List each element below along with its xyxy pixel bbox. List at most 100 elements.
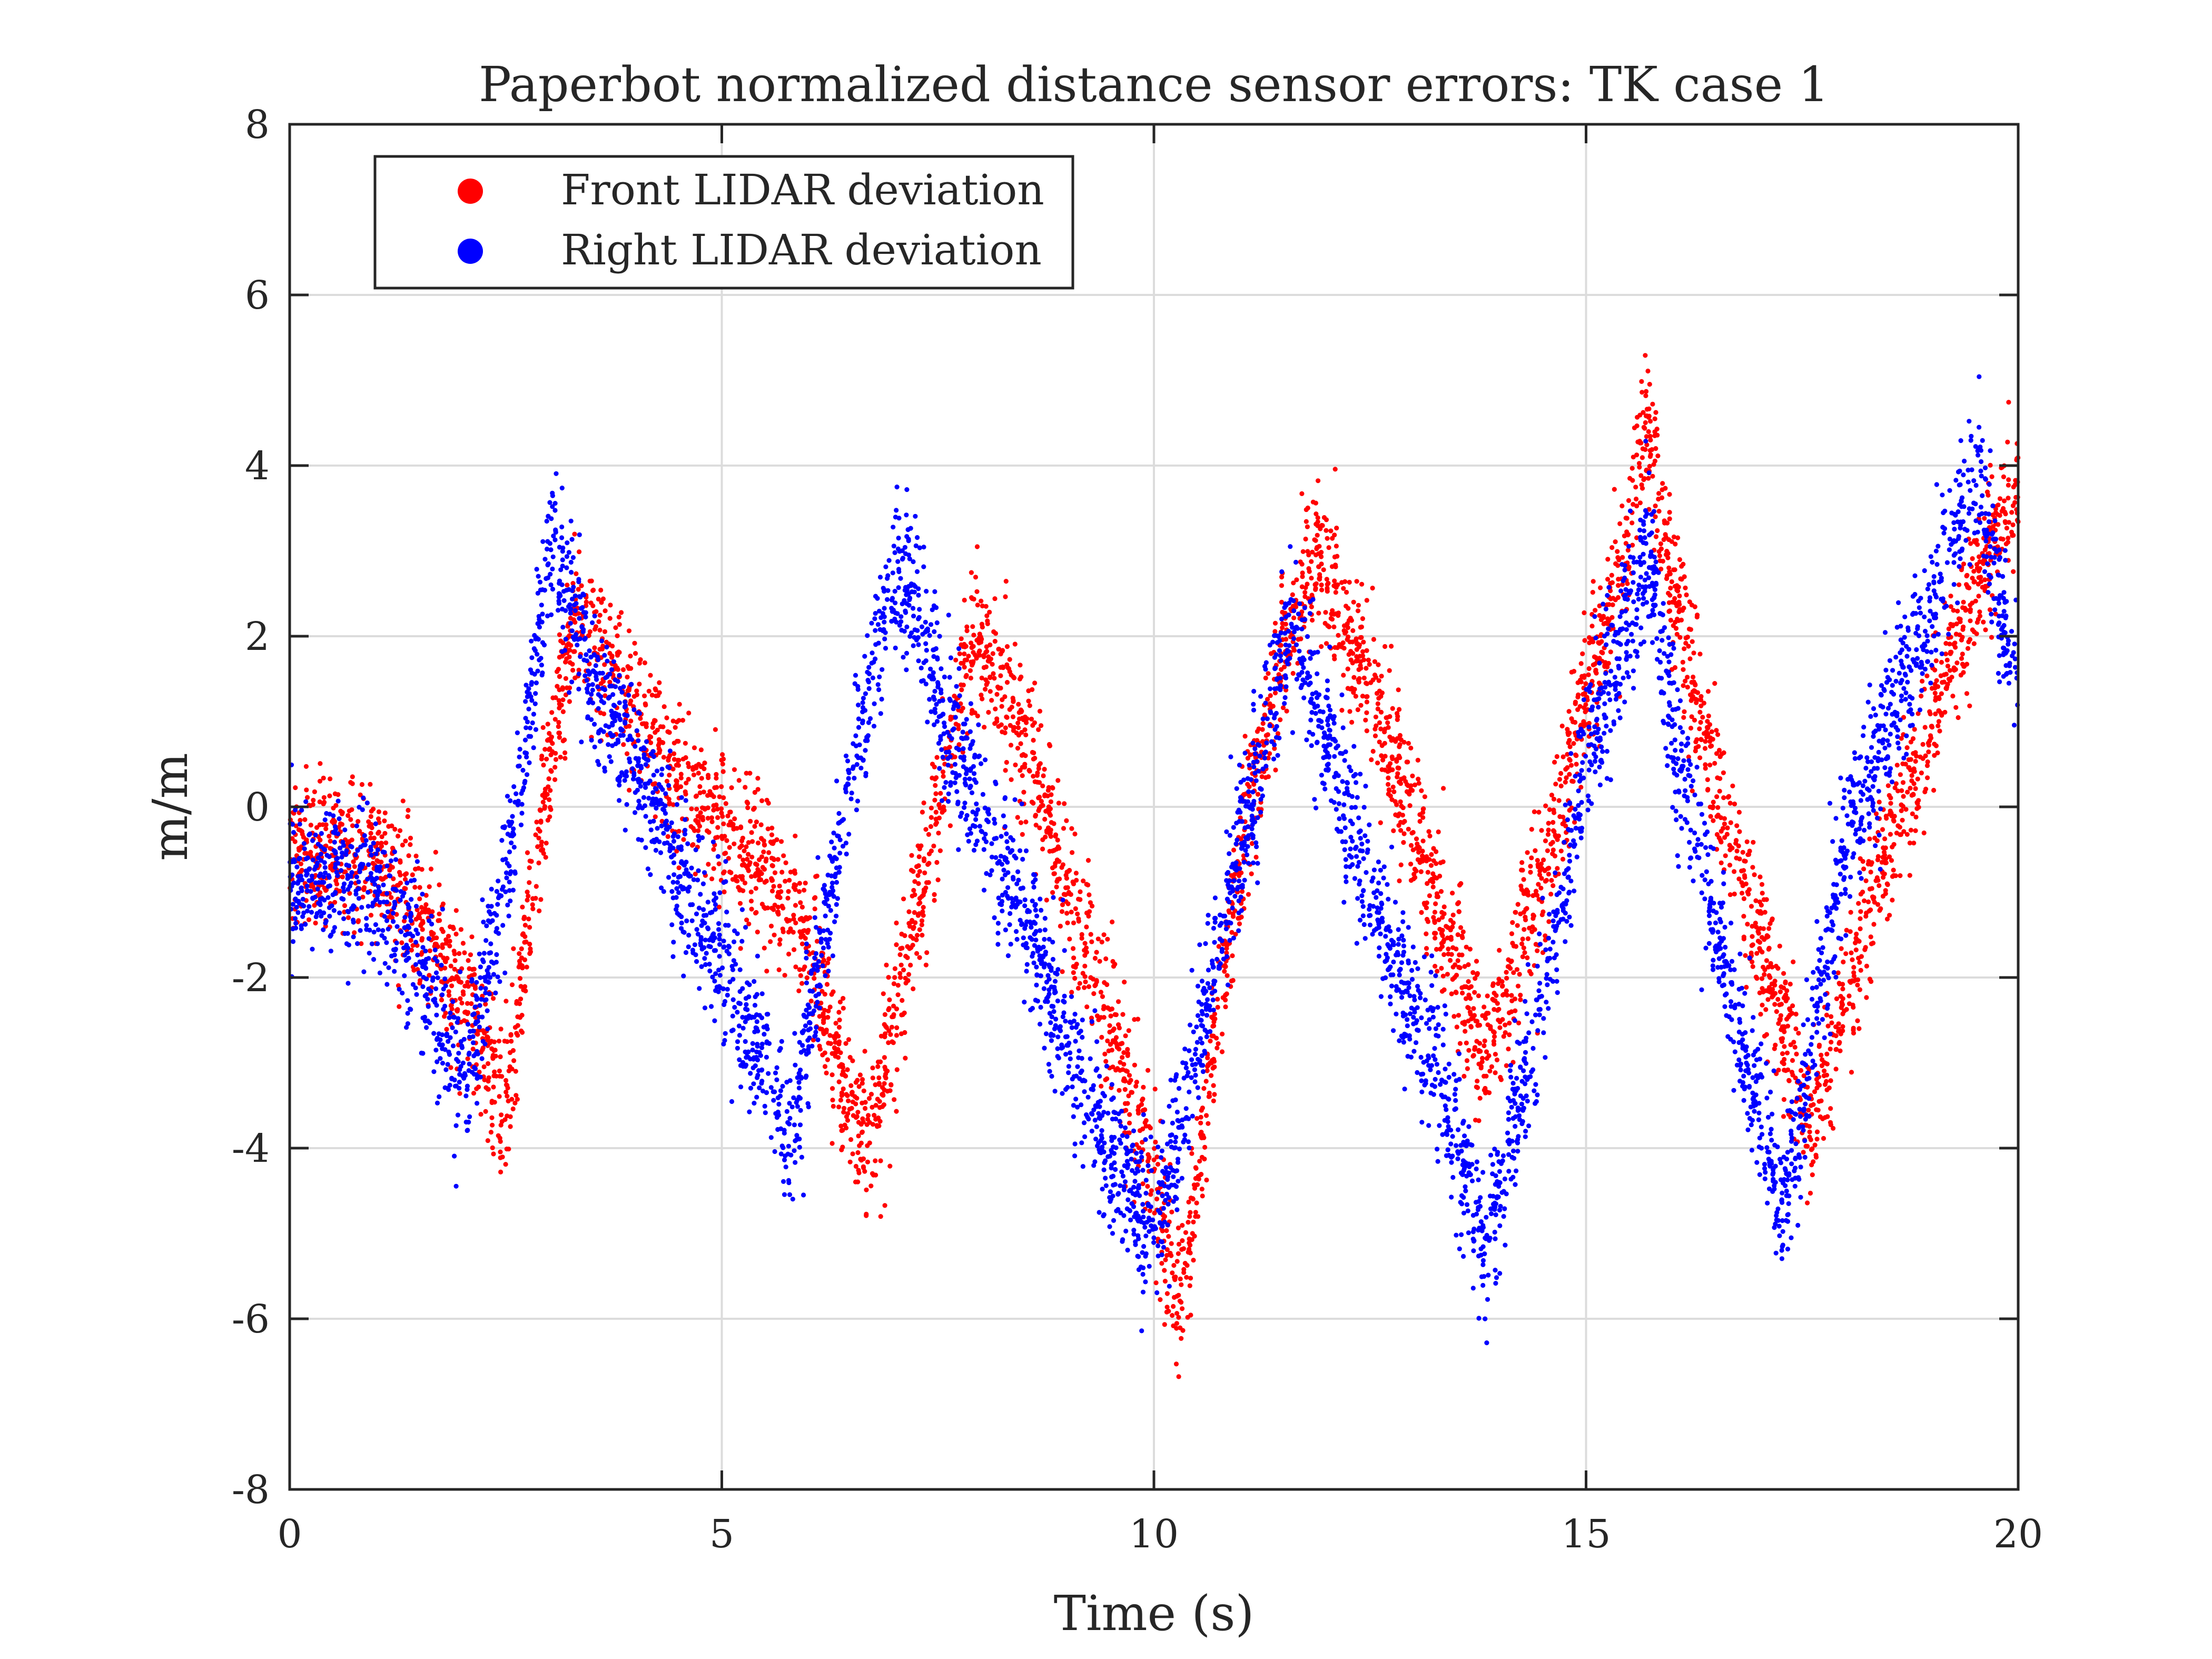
data-point	[776, 912, 781, 917]
data-point	[929, 815, 934, 820]
data-point	[755, 867, 761, 872]
data-point	[1543, 933, 1548, 939]
data-point	[1856, 901, 1861, 906]
data-point	[827, 1033, 833, 1038]
data-point	[1186, 1220, 1191, 1225]
data-point	[1466, 1048, 1472, 1053]
data-point	[676, 865, 682, 871]
data-point	[1372, 659, 1377, 664]
data-point	[1849, 1070, 1854, 1075]
data-point	[1899, 788, 1904, 793]
data-point	[1714, 728, 1719, 733]
data-point	[534, 884, 539, 889]
data-point	[1778, 1013, 1783, 1018]
data-point	[920, 909, 925, 914]
data-point	[825, 960, 831, 965]
data-point	[525, 890, 530, 895]
data-point	[1300, 574, 1305, 579]
data-point	[875, 1064, 881, 1069]
data-point	[496, 1039, 502, 1044]
data-point	[339, 822, 345, 827]
data-point	[1038, 761, 1043, 766]
data-point	[1576, 692, 1581, 697]
data-point	[1076, 919, 1081, 924]
data-point	[328, 838, 333, 844]
data-point	[1630, 542, 1635, 548]
data-point	[1382, 754, 1388, 759]
data-point	[520, 904, 525, 910]
data-point	[1946, 626, 1951, 631]
data-point	[1441, 904, 1447, 910]
data-point	[1616, 577, 1621, 582]
data-point	[915, 873, 921, 878]
data-point	[1060, 969, 1065, 974]
data-point	[1411, 872, 1417, 877]
data-point	[417, 885, 422, 890]
data-point	[498, 1149, 503, 1154]
data-point	[844, 1092, 849, 1097]
data-point	[1273, 767, 1278, 773]
data-point	[514, 1031, 519, 1036]
data-point	[791, 916, 796, 922]
data-point	[1485, 993, 1490, 999]
data-point	[548, 752, 554, 757]
data-point	[1846, 1001, 1852, 1006]
data-point	[1652, 433, 1657, 439]
data-point	[1055, 837, 1060, 843]
data-point	[705, 828, 710, 834]
data-point	[960, 706, 965, 711]
data-point	[1094, 1013, 1100, 1019]
data-point	[1164, 1309, 1169, 1315]
data-point	[720, 762, 725, 767]
data-point	[1219, 1049, 1225, 1054]
data-point	[1798, 1068, 1804, 1073]
data-point	[499, 1112, 504, 1118]
data-point	[744, 844, 749, 850]
data-point	[1493, 1070, 1498, 1075]
data-point	[748, 818, 753, 824]
data-point	[1316, 478, 1321, 483]
data-point	[1341, 623, 1347, 628]
data-point	[1777, 989, 1783, 994]
data-point	[1913, 828, 1918, 833]
data-point	[1137, 1128, 1142, 1133]
data-point	[1515, 902, 1520, 907]
data-point	[1760, 986, 1765, 991]
data-point	[725, 813, 730, 818]
data-point	[702, 806, 707, 811]
data-point	[1977, 554, 1982, 559]
data-point	[1356, 679, 1361, 685]
data-point	[542, 786, 548, 792]
data-point	[1971, 629, 1977, 635]
data-point	[1200, 1193, 1205, 1199]
data-point	[1369, 757, 1374, 763]
data-point	[1143, 1123, 1149, 1129]
data-point	[1176, 1374, 1181, 1379]
data-point	[519, 946, 524, 952]
data-point	[1494, 993, 1499, 998]
data-point	[1103, 956, 1109, 962]
data-point	[894, 1025, 900, 1030]
data-point	[1064, 911, 1070, 916]
data-point	[1636, 461, 1642, 466]
data-point	[690, 826, 696, 831]
data-point	[727, 845, 732, 850]
data-point	[674, 719, 679, 725]
data-point	[1784, 988, 1790, 993]
data-point	[1586, 672, 1591, 677]
data-point	[639, 721, 645, 726]
data-point	[1371, 637, 1376, 642]
data-point	[1084, 924, 1089, 930]
data-point	[894, 1067, 900, 1072]
data-point	[975, 603, 980, 608]
data-point	[460, 941, 466, 946]
data-point	[1669, 579, 1674, 585]
data-point	[420, 927, 425, 932]
data-point	[1376, 662, 1381, 667]
data-point	[1227, 910, 1232, 915]
data-point	[1355, 608, 1361, 614]
data-point	[933, 809, 939, 815]
data-point	[547, 746, 552, 752]
data-point	[299, 867, 304, 873]
data-point	[1858, 967, 1863, 973]
